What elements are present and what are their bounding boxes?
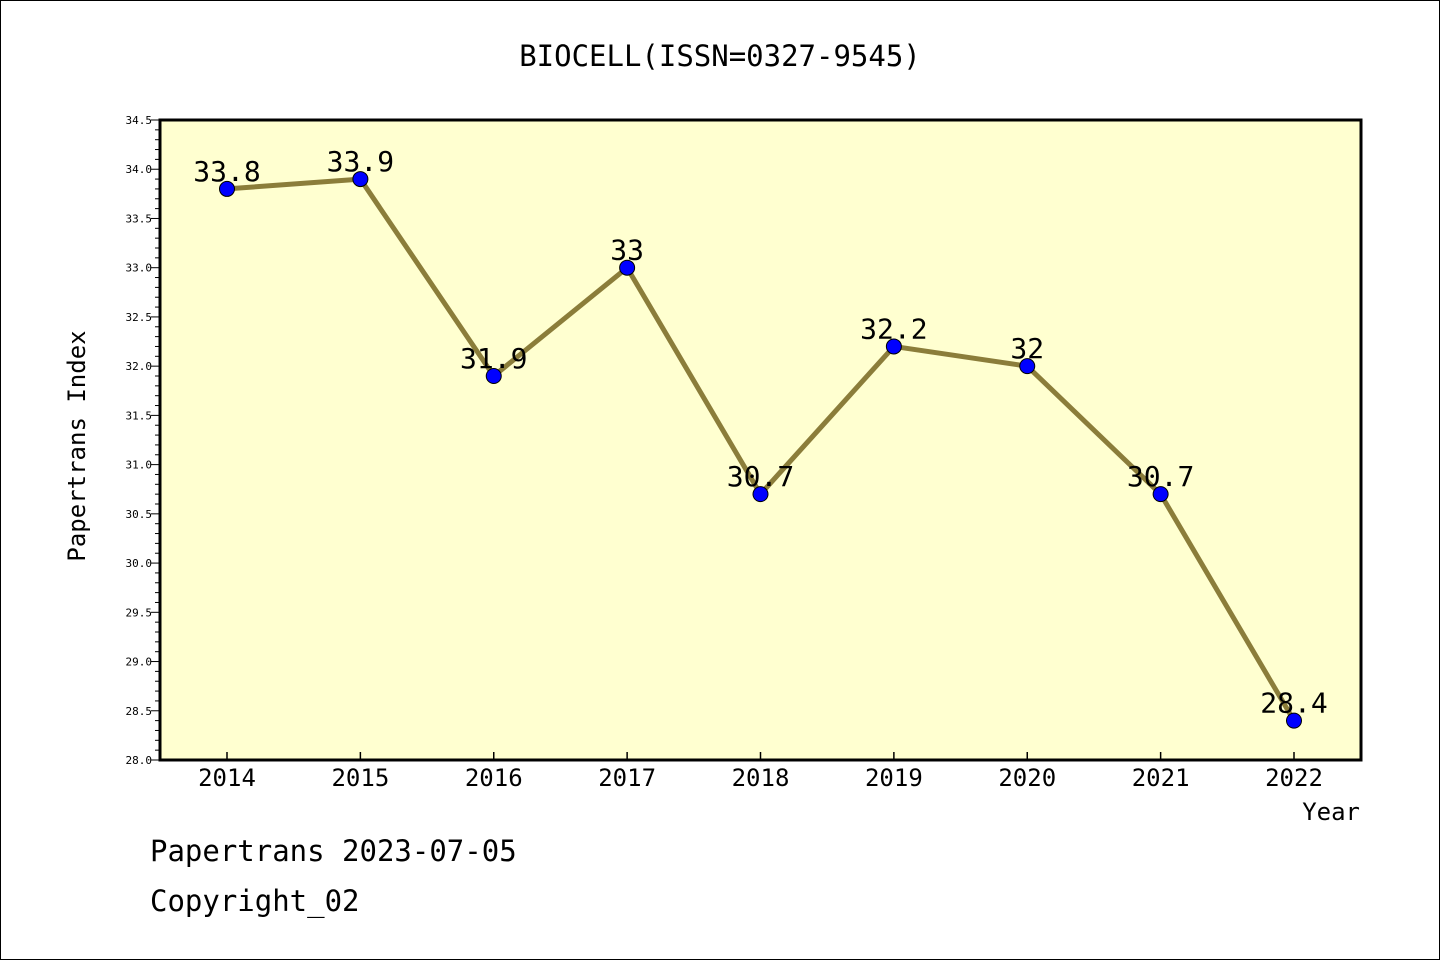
data-label: 30.7 bbox=[727, 460, 794, 493]
x-tick-label: 2014 bbox=[198, 764, 256, 792]
y-tick-label: 28.0 bbox=[126, 754, 153, 767]
y-tick-label: 29.0 bbox=[126, 656, 153, 669]
data-label: 33.9 bbox=[327, 145, 394, 178]
y-axis: 28.0 28.5 29.0 29.5 30.0 30.5 31.0 31.5 32.0 32.5… bbox=[126, 114, 160, 767]
y-tick-label: 29.5 bbox=[126, 606, 153, 619]
y-tick-label: 33.5 bbox=[126, 212, 153, 225]
y-tick-label: 31.5 bbox=[126, 409, 153, 422]
data-label: 32 bbox=[1010, 332, 1044, 365]
data-label: 28.4 bbox=[1260, 687, 1327, 720]
data-point bbox=[752, 486, 769, 503]
x-tick-label: 2021 bbox=[1132, 764, 1190, 792]
data-label: 31.9 bbox=[460, 342, 527, 375]
data-label: 33.8 bbox=[193, 155, 260, 188]
footer-copyright: Copyright_02 bbox=[150, 884, 360, 918]
x-tick-label: 2016 bbox=[465, 764, 523, 792]
footer-date: Papertrans 2023-07-05 bbox=[150, 834, 517, 868]
y-axis-label: Papertrans Index bbox=[63, 330, 91, 561]
x-tick-label: 2019 bbox=[865, 764, 923, 792]
x-tick-label: 2018 bbox=[732, 764, 790, 792]
data-label: 33 bbox=[610, 234, 644, 267]
data-point bbox=[352, 171, 369, 188]
x-tick-label: 2022 bbox=[1265, 764, 1323, 792]
x-tick-label: 2020 bbox=[998, 764, 1056, 792]
chart-title: BIOCELL(ISSN=0327-9545) bbox=[519, 39, 921, 73]
y-tick-label: 31.0 bbox=[126, 459, 153, 472]
x-tick-label: 2017 bbox=[598, 764, 656, 792]
x-axis: 2014 2015 2016 2017 2018 2019 2020 2021 2022 bbox=[198, 752, 1323, 792]
data-point bbox=[219, 180, 235, 197]
data-point bbox=[1286, 712, 1302, 729]
data-point bbox=[1152, 486, 1169, 503]
x-axis-label: Year bbox=[1302, 798, 1360, 826]
y-tick-label: 32.0 bbox=[126, 360, 153, 373]
y-tick-label: 30.5 bbox=[126, 508, 153, 521]
y-tick-label: 28.5 bbox=[126, 705, 153, 718]
y-tick-label: 33.0 bbox=[126, 262, 153, 275]
x-tick-label: 2015 bbox=[331, 764, 389, 792]
data-point bbox=[619, 259, 636, 276]
series-layer: 33.8 33.9 31.9 33 30.7 32.2 32 30.7 28.4 bbox=[193, 145, 1328, 729]
data-point bbox=[1019, 358, 1036, 375]
data-label: 32.2 bbox=[860, 312, 927, 345]
y-tick-label: 34.0 bbox=[126, 163, 153, 176]
plot-area bbox=[158, 118, 1363, 762]
data-point bbox=[485, 368, 502, 384]
data-point bbox=[885, 338, 902, 355]
data-label: 30.7 bbox=[1127, 460, 1194, 493]
y-tick-label: 32.5 bbox=[126, 311, 153, 324]
y-tick-label: 34.5 bbox=[126, 114, 153, 127]
y-tick-label: 30.0 bbox=[126, 557, 153, 570]
